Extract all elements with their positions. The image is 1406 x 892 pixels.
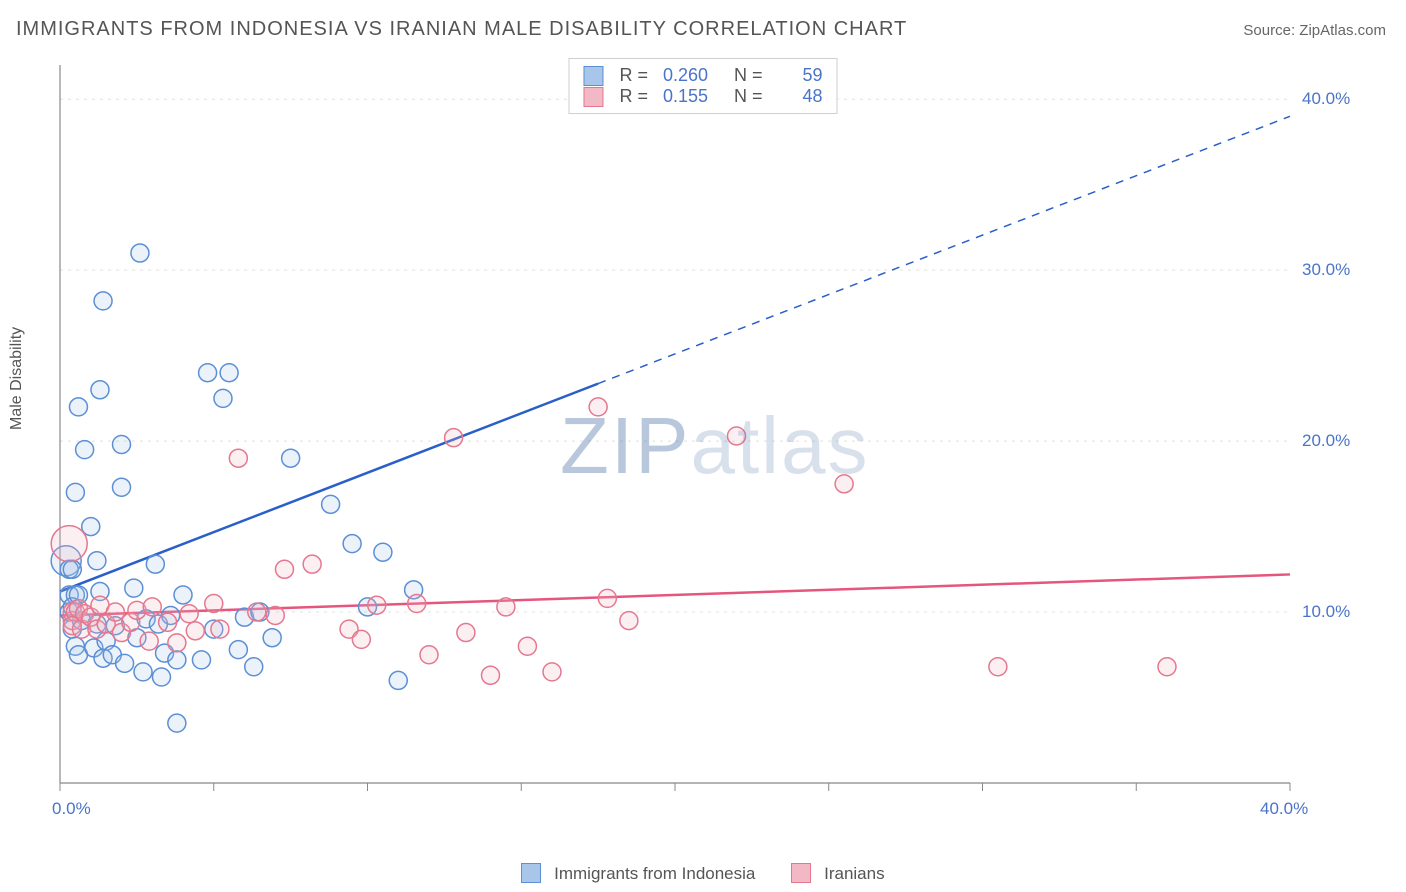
legend-label-2: Iranians bbox=[824, 864, 884, 883]
source-attribution: Source: ZipAtlas.com bbox=[1243, 22, 1386, 39]
y-tick-label: 20.0% bbox=[1302, 431, 1350, 451]
stats-r-label-1: R = bbox=[619, 65, 648, 86]
x-tick-label: 40.0% bbox=[1260, 799, 1308, 819]
legend-swatch-1 bbox=[521, 863, 541, 883]
stats-n-value-2: 48 bbox=[771, 86, 823, 107]
y-tick-label: 30.0% bbox=[1302, 260, 1350, 280]
correlation-stats-box: R = 0.260 N = 59 R = 0.155 N = 48 bbox=[568, 58, 837, 114]
y-axis-label: Male Disability bbox=[8, 327, 26, 430]
chart-svg bbox=[50, 55, 1360, 825]
legend-item-1: Immigrants from Indonesia bbox=[521, 863, 755, 884]
legend-swatch-2 bbox=[791, 863, 811, 883]
stats-r-label-2: R = bbox=[619, 86, 648, 107]
y-tick-label: 40.0% bbox=[1302, 89, 1350, 109]
legend-label-1: Immigrants from Indonesia bbox=[554, 864, 755, 883]
chart-title: IMMIGRANTS FROM INDONESIA VS IRANIAN MAL… bbox=[16, 18, 907, 41]
legend-item-2: Iranians bbox=[791, 863, 884, 884]
stats-r-value-2: 0.155 bbox=[656, 86, 708, 107]
stats-row-series-1: R = 0.260 N = 59 bbox=[583, 65, 822, 86]
y-tick-label: 10.0% bbox=[1302, 602, 1350, 622]
x-tick-label: 0.0% bbox=[52, 799, 91, 819]
stats-n-value-1: 59 bbox=[771, 65, 823, 86]
source-prefix: Source: bbox=[1243, 22, 1299, 39]
stats-row-series-2: R = 0.155 N = 48 bbox=[583, 86, 822, 107]
x-axis-legend: Immigrants from Indonesia Iranians bbox=[0, 863, 1406, 884]
stats-swatch-2 bbox=[583, 87, 603, 107]
stats-n-label-1: N = bbox=[734, 65, 763, 86]
stats-n-label-2: N = bbox=[734, 86, 763, 107]
stats-r-value-1: 0.260 bbox=[656, 65, 708, 86]
chart-plot-area bbox=[50, 55, 1360, 825]
stats-swatch-1 bbox=[583, 66, 603, 86]
source-name: ZipAtlas.com bbox=[1299, 22, 1386, 39]
